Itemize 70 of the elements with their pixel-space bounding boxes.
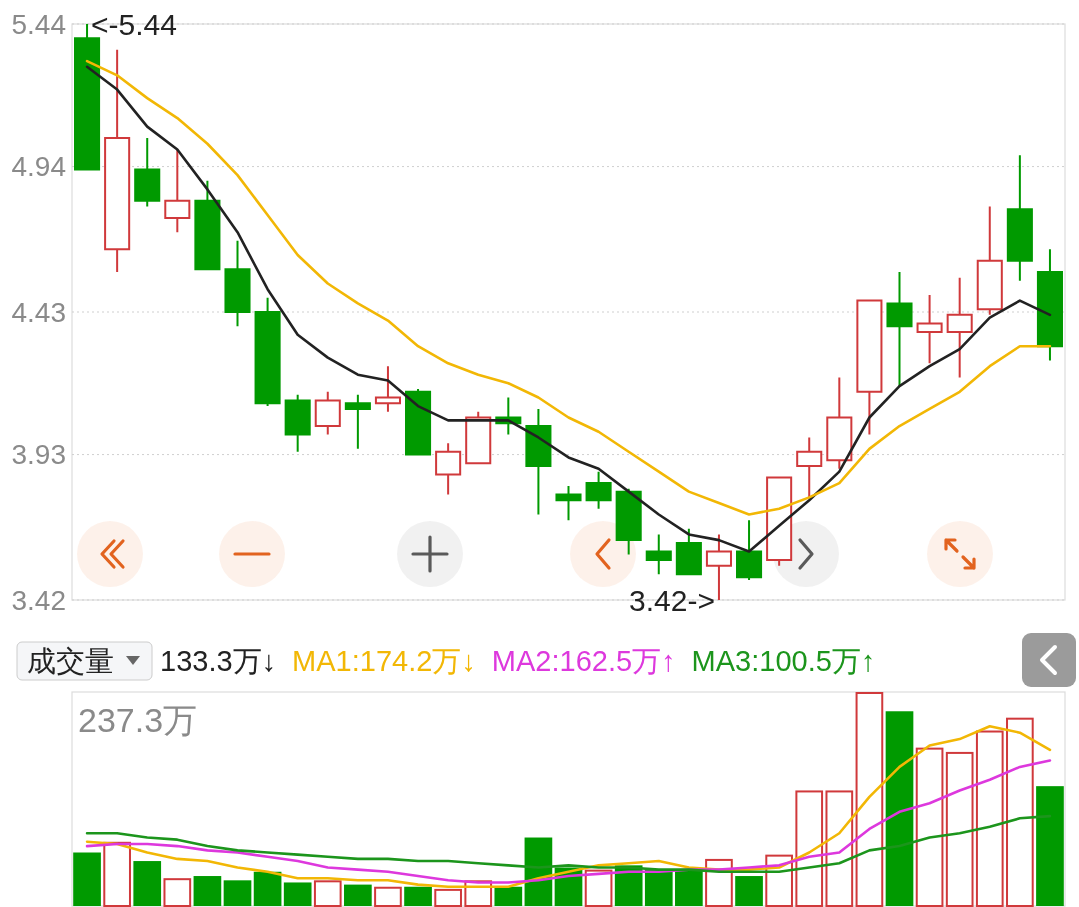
bar [1036, 786, 1064, 906]
bar [374, 886, 402, 907]
bar [795, 790, 824, 907]
chart-title: 成交量 [27, 645, 114, 677]
bar [253, 871, 282, 906]
y-tick-label: 4.94 [11, 151, 66, 183]
bar [945, 751, 974, 907]
bar [885, 711, 914, 906]
text: 133.3万↓ [160, 645, 277, 677]
candlestick [525, 407, 552, 516]
candlestick [886, 271, 913, 388]
y-tick-label: 5.44 [11, 8, 66, 40]
bar [434, 888, 462, 907]
bar [584, 869, 613, 907]
y-tick-label: 4.43 [11, 296, 66, 328]
bar [735, 876, 763, 906]
candlestick [164, 148, 191, 234]
bar [915, 747, 944, 907]
text: MA1:174.2万↓ [292, 645, 476, 677]
bar [675, 869, 703, 906]
candlestick [766, 476, 793, 567]
bar [404, 886, 432, 906]
bar [494, 886, 523, 906]
bar [223, 880, 252, 906]
candlestick [675, 527, 702, 576]
candlestick [555, 484, 582, 522]
bar [644, 869, 673, 906]
candlestick [796, 436, 823, 499]
bar [705, 858, 733, 907]
candlestick [374, 365, 401, 413]
candlestick [856, 299, 883, 436]
candlestick [585, 470, 612, 510]
candlestick [976, 205, 1003, 316]
candlestick [284, 393, 311, 453]
bar [163, 878, 192, 907]
candlestick [946, 276, 973, 379]
candlestick [254, 296, 281, 408]
candlestick [405, 387, 432, 456]
annotation: 3.42-> [629, 583, 715, 617]
bar [73, 852, 101, 906]
annotation: 237.3万 [78, 701, 198, 739]
bar [344, 884, 372, 906]
bar [1006, 717, 1034, 907]
candlestick [134, 137, 161, 208]
candlestick [465, 410, 492, 465]
bar [313, 880, 342, 907]
candlestick [1036, 248, 1063, 362]
bar [825, 790, 854, 907]
candlestick [1006, 154, 1033, 282]
candlestick [435, 442, 462, 496]
candlestick [344, 393, 371, 450]
bar [103, 841, 131, 907]
candlestick [916, 293, 943, 365]
candlestick [194, 179, 221, 271]
candlestick [826, 376, 853, 470]
bar [975, 730, 1004, 907]
bar [855, 692, 884, 907]
annotation: <-5.44 [91, 7, 177, 41]
y-tick-label: 3.42 [11, 584, 66, 616]
candlestick [224, 239, 251, 328]
candlestick [104, 48, 131, 274]
bar [193, 876, 222, 906]
candlestick [645, 533, 672, 576]
candlestick [314, 390, 341, 436]
text: MA2:162.5万↑ [491, 645, 676, 677]
y-tick-label: 3.93 [11, 439, 66, 471]
bar [283, 882, 312, 906]
bar [133, 861, 162, 906]
candlestick [736, 519, 763, 582]
text: MA3:100.5万↑ [691, 645, 876, 677]
